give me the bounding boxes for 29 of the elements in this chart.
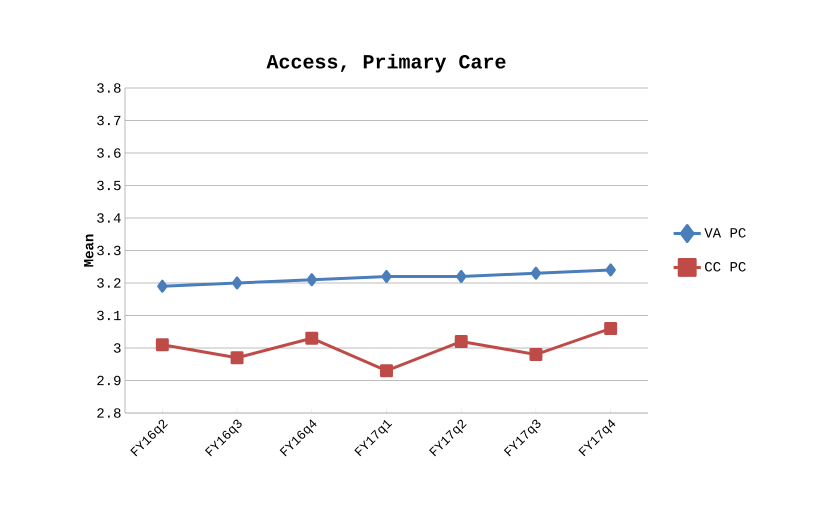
point — [230, 351, 244, 364]
point — [454, 335, 468, 348]
legend-label: CC PC — [705, 262, 746, 272]
point — [232, 276, 242, 290]
y-axis-title: Mean — [84, 234, 94, 267]
y-tick-label: 2.9 — [97, 376, 121, 386]
y-tick-label: 3.7 — [97, 116, 120, 126]
point — [456, 270, 466, 283]
y-tick-label: 3 — [114, 343, 121, 353]
point — [306, 273, 318, 286]
point — [605, 264, 616, 276]
y-tick-label: 3.8 — [97, 83, 121, 93]
y-tick-label: 3.3 — [97, 246, 121, 256]
chart-title: Access, Primary Care — [266, 54, 506, 73]
legend-label: VA PC — [704, 228, 746, 238]
y-tick-label: 3.2 — [97, 278, 120, 288]
point — [156, 338, 169, 352]
point — [157, 280, 168, 293]
point — [529, 348, 542, 361]
y-tick-label: 3.6 — [97, 148, 121, 158]
point — [305, 332, 318, 345]
point — [380, 364, 393, 378]
point — [381, 270, 392, 283]
y-tick-label: 2.8 — [97, 408, 121, 418]
y-tick-label: 3.4 — [97, 213, 121, 223]
y-tick-label: 3.1 — [97, 310, 121, 320]
point — [530, 266, 542, 280]
y-tick-label: 3.5 — [97, 180, 121, 190]
point — [604, 322, 618, 335]
